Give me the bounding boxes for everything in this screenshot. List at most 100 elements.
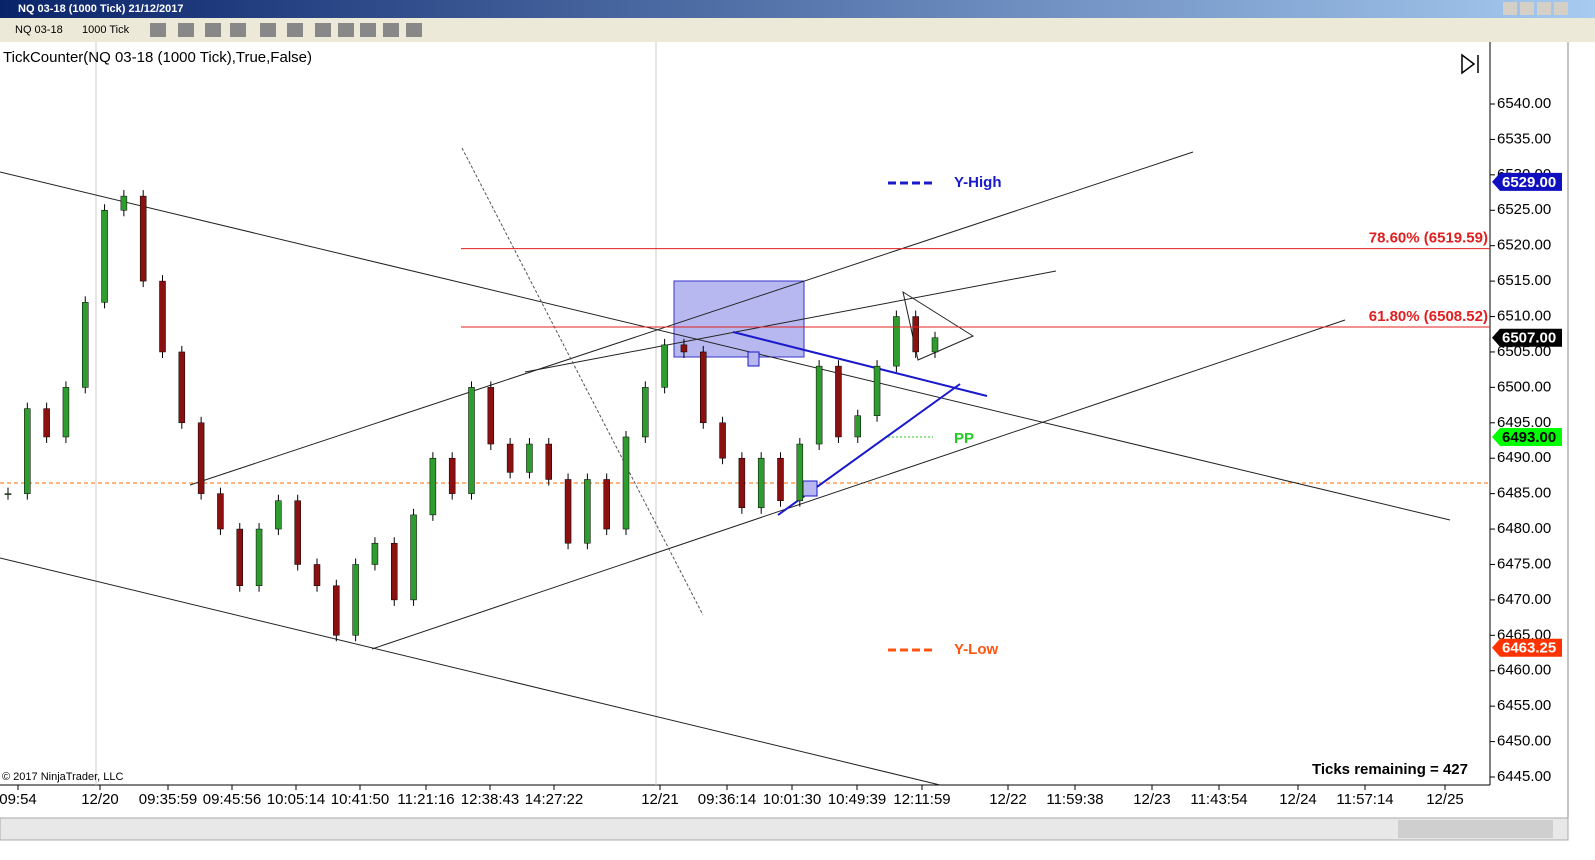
candle (835, 365, 842, 438)
restore[interactable] (1520, 2, 1534, 15)
y-tick-label: 6490.00 (1497, 449, 1551, 466)
candle (661, 344, 668, 388)
scroll-thumb[interactable] (1398, 820, 1553, 838)
y-axis-area (1490, 42, 1568, 785)
candle (178, 351, 186, 424)
indicator-label: TickCounter(NQ 03-18 (1000 Tick),True,Fa… (3, 49, 312, 66)
price-tag-label: 6529.00 (1502, 174, 1556, 191)
price-tag (1492, 328, 1562, 347)
scroll-end-button[interactable] (1461, 53, 1479, 75)
candle (854, 415, 861, 438)
x-tick-label: 09:45:56 (203, 791, 261, 808)
x-tick-label: 10:41:50 (331, 791, 389, 808)
candle (757, 457, 765, 509)
x-tick-label: 09:54 (0, 791, 37, 808)
candle (255, 528, 263, 586)
fib-label: 61.80% (6508.52) (1369, 308, 1488, 325)
blue-trendlines (732, 331, 988, 516)
candle (120, 195, 128, 211)
legend-label: PP (954, 430, 974, 447)
y-tick-label: 6450.00 (1497, 733, 1551, 750)
title-bar (0, 0, 1595, 18)
legend-label: Y-Low (954, 641, 998, 658)
y-tick-label: 6475.00 (1497, 555, 1551, 572)
y-tick-label: 6510.00 (1497, 307, 1551, 324)
candle (217, 493, 224, 530)
interval-select[interactable]: 1000 Tick (82, 24, 130, 36)
price-tag-label: 6493.00 (1502, 429, 1556, 446)
candle (622, 436, 630, 530)
candle (101, 210, 108, 303)
candle (545, 443, 552, 480)
legend-label: Y-High (954, 174, 1002, 191)
instrument-select[interactable]: NQ 03-18 (15, 24, 63, 36)
x-tick-label: 10:49:39 (828, 791, 886, 808)
candle (738, 457, 746, 509)
x-tick-label: 12/20 (81, 791, 119, 808)
y-tick-label: 6480.00 (1497, 520, 1551, 537)
candle (333, 585, 340, 636)
fib-label: 78.60% (6519.59) (1369, 230, 1488, 247)
candle (62, 387, 70, 438)
candle (139, 195, 147, 282)
y-tick-label: 6520.00 (1497, 237, 1551, 254)
candle (526, 443, 533, 473)
x-tick-label: 12/23 (1133, 791, 1171, 808)
candle (468, 387, 475, 494)
candle (197, 422, 205, 494)
toolbar-icons (150, 23, 422, 37)
y-tick-label: 6485.00 (1497, 485, 1551, 502)
candle (931, 337, 939, 353)
x-tick-label: 10:01:30 (763, 791, 821, 808)
candle (410, 514, 417, 601)
y-tick-label: 6445.00 (1497, 768, 1551, 785)
y-tick-label: 6505.00 (1497, 343, 1551, 360)
candle (429, 457, 437, 516)
x-tick-label: 11:43:54 (1190, 791, 1247, 808)
candle (82, 302, 89, 388)
x-tick-label: 12/24 (1279, 791, 1317, 808)
candle (680, 344, 688, 353)
x-tick-label: 11:21:16 (397, 791, 454, 808)
candle (4, 493, 12, 495)
candle (815, 365, 823, 445)
candle (391, 542, 398, 601)
x-tick-label: 12/21 (641, 791, 679, 808)
close[interactable] (1554, 2, 1568, 15)
x-tick-label: 11:59:38 (1046, 791, 1103, 808)
ticks-remaining: Ticks remaining = 427 (1312, 761, 1468, 778)
candle (352, 564, 359, 636)
copyright: © 2017 NinjaTrader, LLC (2, 771, 123, 783)
candle (159, 280, 166, 353)
x-tick-label: 09:36:14 (698, 791, 756, 808)
maximize[interactable] (1537, 2, 1551, 15)
candle (873, 365, 881, 416)
candle (796, 443, 804, 501)
x-tick-label: 12:11:59 (893, 791, 950, 808)
x-tick-label: 12/22 (989, 791, 1027, 808)
candle (448, 457, 456, 494)
x-tick-label: 09:35:59 (139, 791, 197, 808)
candle (564, 479, 572, 544)
price-tag-label: 6463.25 (1502, 640, 1556, 657)
price-tag (1492, 427, 1562, 446)
x-tick-label: 12/25 (1426, 791, 1464, 808)
candle (487, 387, 495, 445)
x-tick-label: 10:05:14 (267, 791, 325, 808)
candle (506, 443, 514, 473)
candle (777, 457, 784, 501)
x-tick-label: 14:27:22 (525, 791, 583, 808)
candle (275, 500, 282, 530)
candle (24, 408, 31, 494)
candle (603, 479, 610, 530)
candle (700, 351, 707, 424)
y-tick-label: 6515.00 (1497, 272, 1551, 289)
candle (371, 542, 379, 565)
y-tick-label: 6535.00 (1497, 130, 1551, 147)
minimize[interactable] (1503, 2, 1517, 15)
candle (294, 500, 301, 565)
scrollbar[interactable] (0, 817, 1569, 841)
y-tick-label: 6495.00 (1497, 414, 1551, 431)
